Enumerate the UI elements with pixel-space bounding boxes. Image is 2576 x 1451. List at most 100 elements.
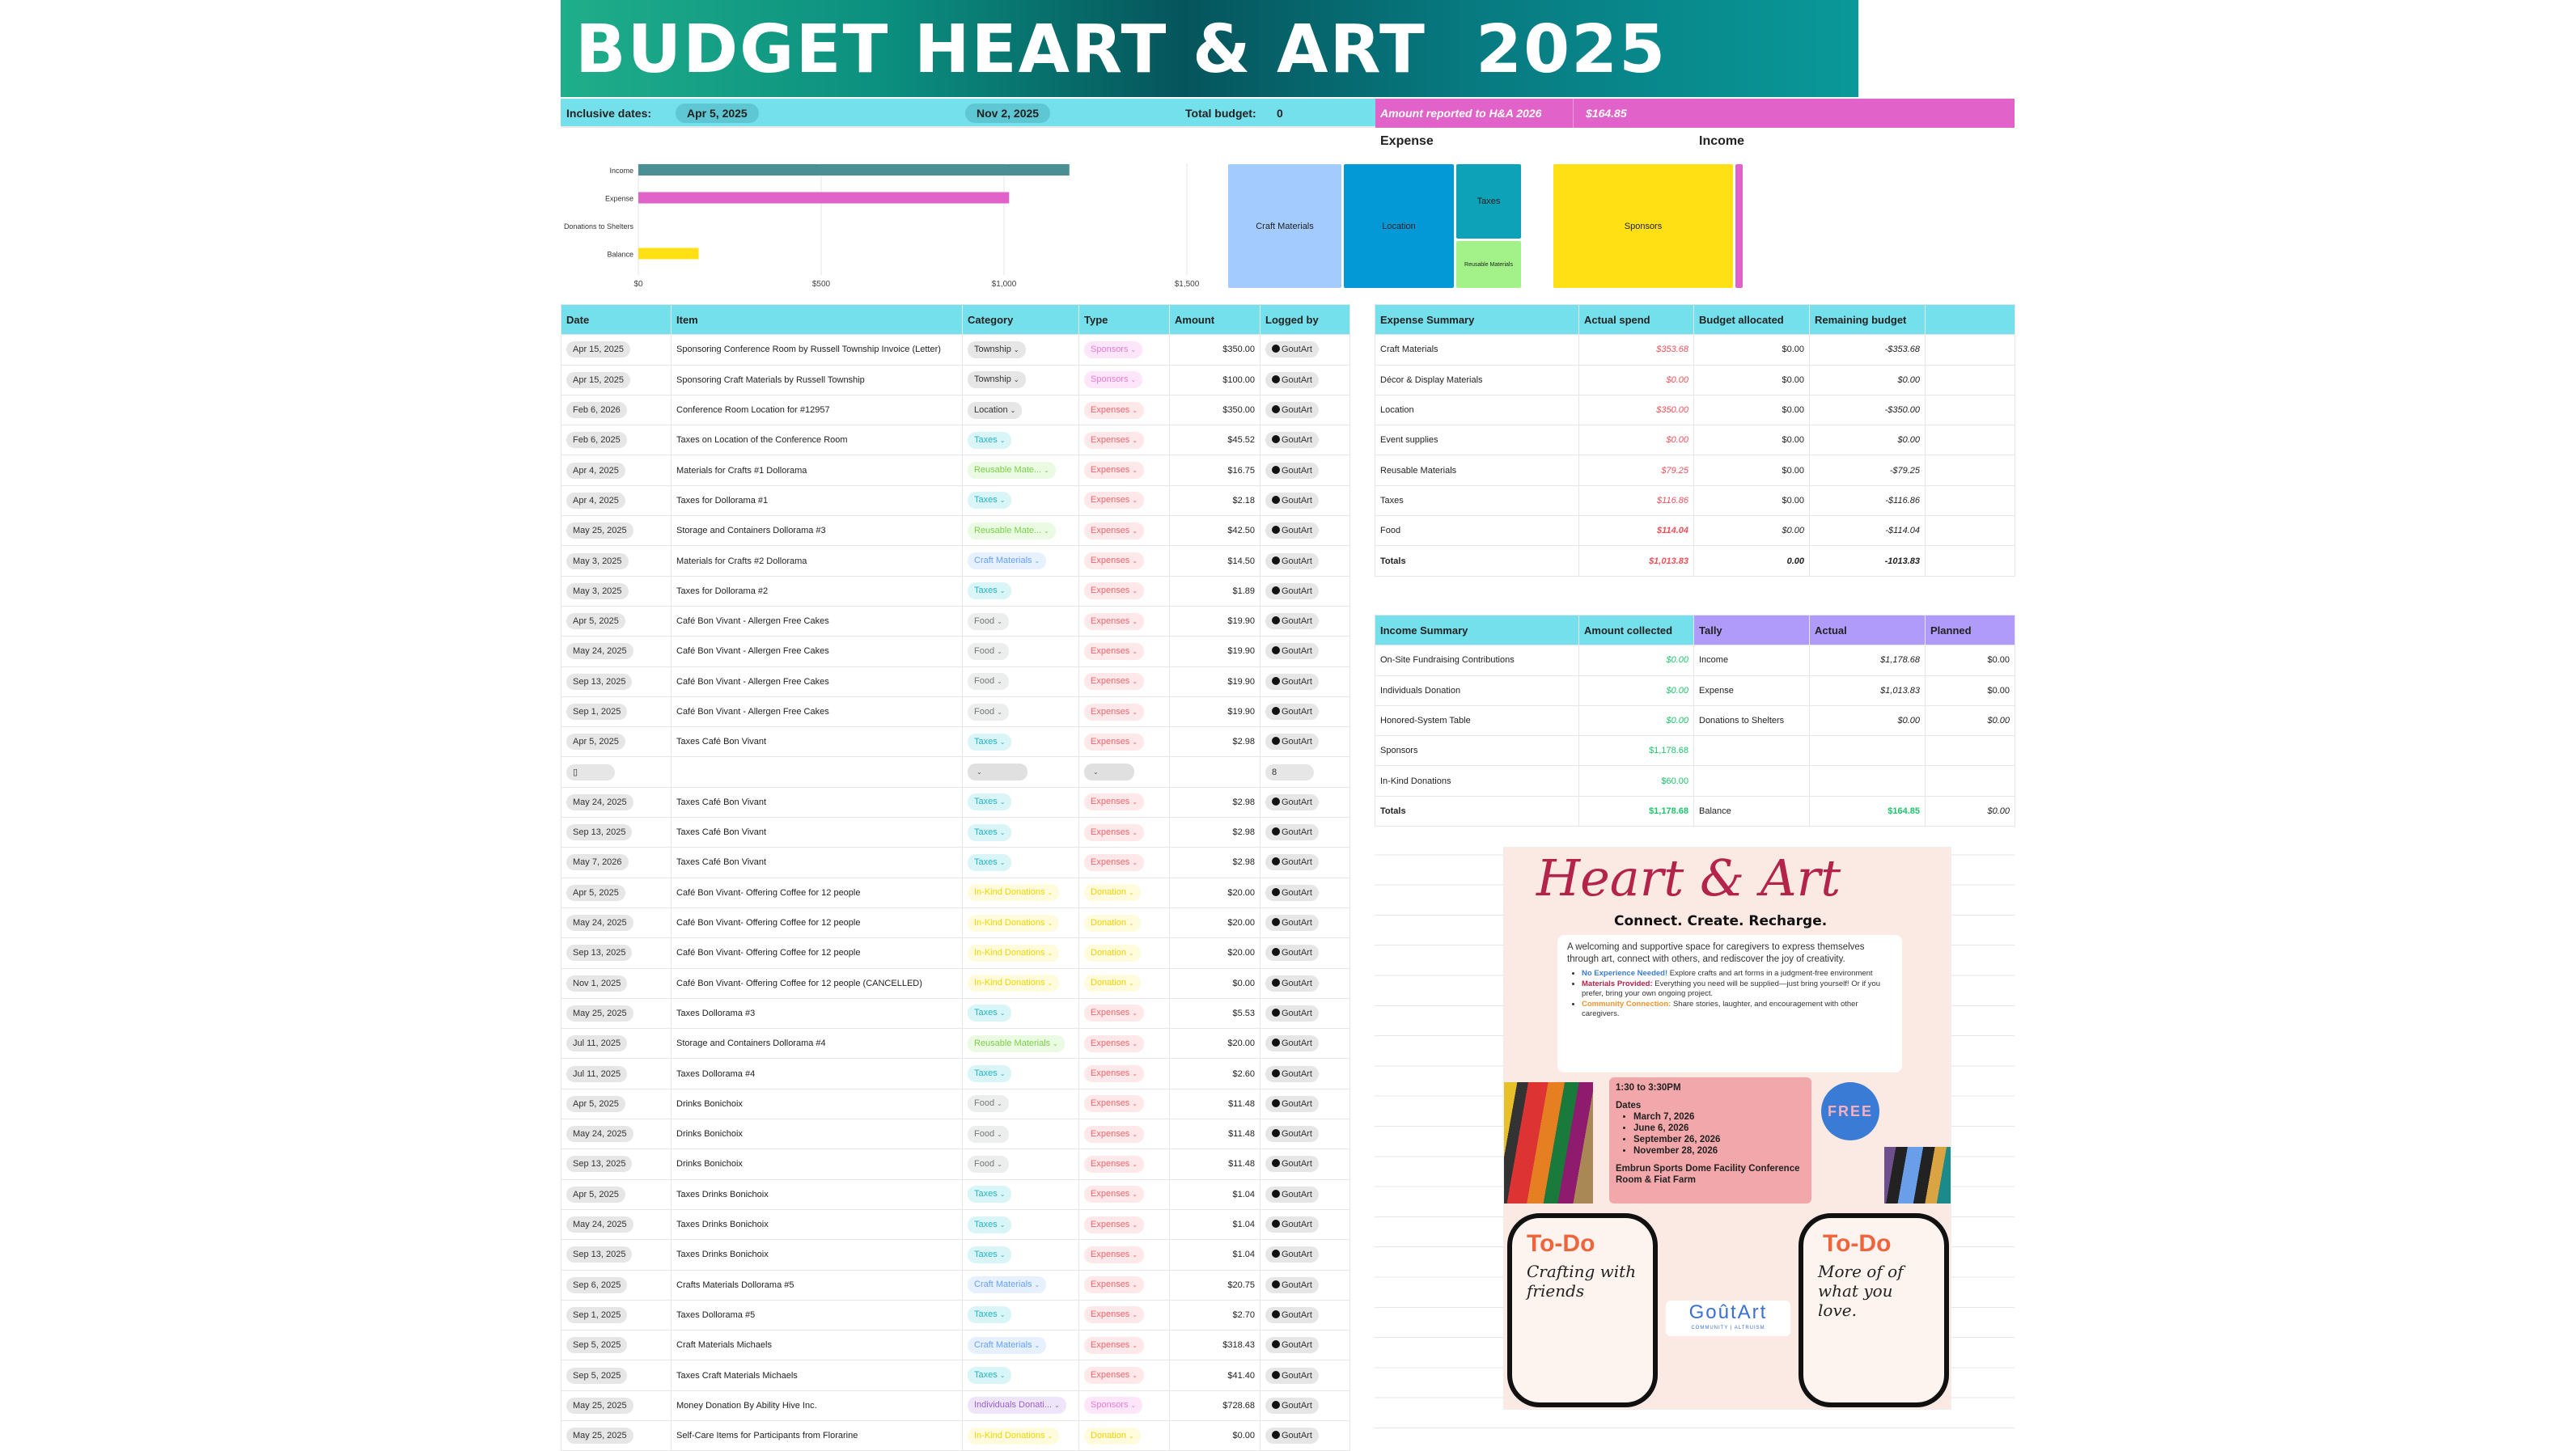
category-dropdown[interactable]: Taxes ⌄ (968, 793, 1012, 811)
type-cell[interactable]: Expenses ⌄ (1078, 455, 1170, 486)
date-cell[interactable]: Feb 6, 2026 (561, 394, 672, 426)
amount-cell[interactable]: $1.89 (1169, 575, 1260, 607)
category-dropdown[interactable]: Taxes ⌄ (968, 431, 1012, 449)
amount-cell[interactable]: $11.48 (1169, 1149, 1260, 1180)
type-dropdown[interactable]: Expenses ⌄ (1084, 1005, 1145, 1022)
type-cell[interactable]: Expenses ⌄ (1078, 1269, 1170, 1301)
category-dropdown[interactable]: Taxes ⌄ (968, 823, 1012, 841)
table-row[interactable]: Apr 5, 2025 Taxes Drinks Bonichoix Taxes ⌄ E… (561, 1178, 1350, 1210)
user-pill[interactable]: GoutArt (1265, 402, 1319, 419)
category-dropdown[interactable]: Craft Materials ⌄ (968, 1276, 1047, 1294)
category-cell[interactable]: Township ⌄ (962, 334, 1079, 366)
table-row[interactable]: Jul 11, 2025 Taxes Dollorama #4 Taxes ⌄ Expe… (561, 1058, 1350, 1089)
table-row[interactable]: Nov 1, 2025 Café Bon Vivant- Offering Cof… (561, 967, 1350, 999)
category-cell[interactable]: Food ⌄ (962, 696, 1079, 728)
user-pill[interactable]: GoutArt (1265, 1186, 1319, 1203)
logged-by-cell[interactable]: GoutArt (1260, 515, 1350, 547)
category-dropdown[interactable]: Craft Materials ⌄ (968, 1336, 1047, 1354)
table-row[interactable]: May 25, 2025 Storage and Containers Dollo… (561, 515, 1350, 547)
logged-by-cell[interactable]: GoutArt (1260, 455, 1350, 486)
total-budget-value[interactable]: 0 (1277, 107, 1283, 120)
column-header[interactable]: Amount (1169, 303, 1260, 336)
category-cell[interactable]: ⌄ (962, 756, 1079, 788)
date-cell[interactable]: May 24, 2025 (561, 1208, 672, 1241)
table-row[interactable]: May 25, 2025 Self-Care Items for Particip… (561, 1419, 1350, 1451)
category-cell[interactable]: Craft Materials ⌄ (962, 1330, 1079, 1361)
logged-by-cell[interactable]: GoutArt (1260, 1119, 1350, 1150)
category-dropdown[interactable]: Food ⌄ (968, 703, 1009, 721)
table-row[interactable]: Jul 11, 2025 Storage and Containers Doll… (561, 1028, 1350, 1060)
type-cell[interactable]: Expenses ⌄ (1078, 1088, 1170, 1120)
type-dropdown[interactable]: Expenses ⌄ (1084, 612, 1145, 630)
type-dropdown[interactable]: Expenses ⌄ (1084, 401, 1145, 419)
date-pill[interactable]: Feb 6, 2026 (566, 402, 627, 419)
category-dropdown[interactable]: In-Kind Donations ⌄ (968, 1427, 1060, 1445)
date-pill[interactable]: May 24, 2025 (566, 643, 633, 660)
type-cell[interactable]: Donation ⌄ (1078, 1419, 1170, 1451)
date-pill[interactable]: May 25, 2025 (566, 1005, 633, 1022)
table-row[interactable]: May 25, 2025 Money Donation By Ability Hi… (561, 1390, 1350, 1421)
item-cell[interactable]: Money Donation By Ability Hive Inc. (671, 1390, 963, 1421)
date-pill[interactable]: Sep 13, 2025 (566, 673, 633, 690)
logged-by-cell[interactable]: GoutArt (1260, 1149, 1350, 1180)
category-dropdown[interactable]: Food ⌄ (968, 642, 1009, 660)
category-cell[interactable]: In-Kind Donations ⌄ (962, 907, 1079, 939)
date-pill[interactable]: Sep 1, 2025 (566, 704, 628, 720)
type-dropdown[interactable]: Expenses ⌄ (1084, 673, 1145, 691)
date-pill[interactable]: Apr 15, 2025 (566, 341, 630, 358)
table-row[interactable]: Apr 4, 2025 Taxes for Dollorama #1 Taxes ⌄ E… (561, 484, 1350, 517)
type-cell[interactable]: Expenses ⌄ (1078, 605, 1170, 637)
amount-cell[interactable]: $2.98 (1169, 786, 1260, 819)
date-cell[interactable]: May 25, 2025 (561, 1419, 672, 1451)
category-cell[interactable]: Taxes ⌄ (962, 1239, 1079, 1271)
date-pill[interactable]: Sep 13, 2025 (566, 1156, 633, 1173)
table-row[interactable]: Apr 15, 2025 Sponsoring Conference Room b… (561, 334, 1350, 366)
logged-by-cell[interactable]: GoutArt (1260, 1269, 1350, 1301)
logged-by-cell[interactable]: GoutArt (1260, 636, 1350, 667)
item-cell[interactable]: Café Bon Vivant - Allergen Free Cakes (671, 666, 963, 697)
type-cell[interactable]: Expenses ⌄ (1078, 696, 1170, 728)
logged-by-cell[interactable]: GoutArt (1260, 967, 1350, 999)
category-dropdown[interactable]: Food ⌄ (968, 1095, 1009, 1113)
date-pill[interactable]: May 25, 2025 (566, 1397, 633, 1414)
category-dropdown[interactable]: Food ⌄ (968, 1155, 1009, 1173)
date-pill[interactable]: Apr 4, 2025 (566, 462, 625, 479)
table-row[interactable]: Apr 4, 2025 Materials for Crafts #1 Dollo… (561, 455, 1350, 486)
logged-by-cell[interactable]: GoutArt (1260, 334, 1350, 366)
user-pill[interactable]: GoutArt (1265, 673, 1319, 690)
user-pill[interactable]: GoutArt (1265, 522, 1319, 539)
user-pill[interactable]: GoutArt (1265, 734, 1319, 751)
item-cell[interactable]: Café Bon Vivant- Offering Coffee for 12 … (671, 937, 963, 969)
type-cell[interactable]: Donation ⌄ (1078, 967, 1170, 999)
user-pill[interactable]: GoutArt (1265, 462, 1319, 479)
category-dropdown[interactable]: In-Kind Donations ⌄ (968, 884, 1060, 902)
table-row[interactable]: ▯ ⌄ ⌄ 8 (561, 756, 1350, 788)
type-cell[interactable]: Expenses ⌄ (1078, 484, 1170, 517)
user-pill[interactable]: GoutArt (1265, 945, 1319, 962)
amount-cell[interactable]: $19.90 (1169, 666, 1260, 697)
type-dropdown[interactable]: Expenses ⌄ (1084, 1155, 1145, 1173)
date-pill[interactable]: Sep 6, 2025 (566, 1276, 628, 1293)
category-dropdown[interactable]: ⌄ (968, 764, 1027, 781)
category-cell[interactable]: Taxes ⌄ (962, 1360, 1079, 1391)
type-cell[interactable]: Expenses ⌄ (1078, 786, 1170, 819)
logged-by-cell[interactable]: 8 (1260, 756, 1350, 788)
amount-cell[interactable]: $19.90 (1169, 696, 1260, 728)
type-cell[interactable]: Expenses ⌄ (1078, 636, 1170, 667)
category-cell[interactable]: Taxes ⌄ (962, 726, 1079, 758)
type-cell[interactable]: Expenses ⌄ (1078, 425, 1170, 456)
category-cell[interactable]: Taxes ⌄ (962, 484, 1079, 517)
item-cell[interactable]: Self-Care Items for Participants from Fl… (671, 1419, 963, 1451)
date-pill[interactable]: Apr 5, 2025 (566, 613, 625, 630)
logged-by-cell[interactable]: GoutArt (1260, 575, 1350, 607)
item-cell[interactable] (671, 756, 963, 788)
type-dropdown[interactable]: Sponsors ⌄ (1084, 371, 1143, 389)
table-row[interactable]: Sep 13, 2025 Taxes Drinks Bonichoix Taxes ⌄… (561, 1239, 1350, 1271)
logged-by-cell[interactable]: GoutArt (1260, 1390, 1350, 1421)
logged-by-cell[interactable]: GoutArt (1260, 484, 1350, 517)
amount-cell[interactable]: $16.75 (1169, 455, 1260, 486)
type-cell[interactable]: Donation ⌄ (1078, 877, 1170, 908)
category-dropdown[interactable]: Taxes ⌄ (968, 1005, 1012, 1022)
date-cell[interactable]: Jul 11, 2025 (561, 1058, 672, 1089)
end-date-field[interactable]: Nov 2, 2025 (965, 104, 1051, 123)
